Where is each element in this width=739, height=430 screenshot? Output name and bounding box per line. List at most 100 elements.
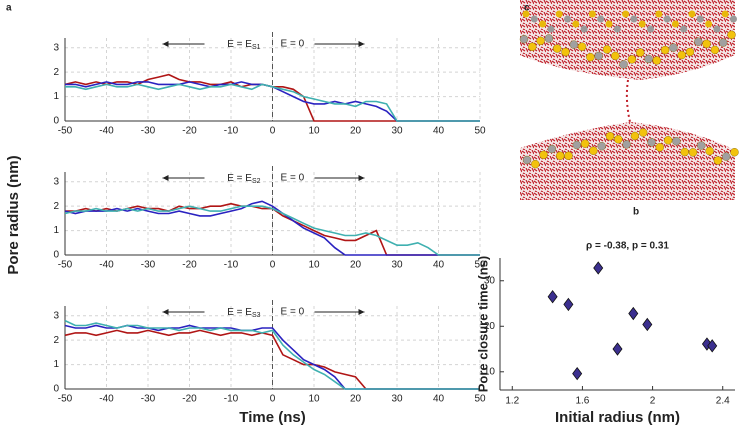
lipid-head <box>663 15 671 23</box>
lipid-head <box>680 147 689 157</box>
lipid-head <box>572 140 581 150</box>
point <box>593 261 604 275</box>
lipid-head <box>555 10 563 18</box>
annotation: E = ES3 <box>227 307 260 319</box>
lipid-head <box>580 139 590 148</box>
lipid-head <box>638 20 646 28</box>
lipid-head <box>730 148 739 157</box>
lipid-head <box>522 155 532 165</box>
x-tick-label: -20 <box>182 126 197 137</box>
lipid-head <box>589 146 598 155</box>
x-tick-label: -10 <box>224 394 239 405</box>
lipid-head <box>688 10 696 18</box>
annotation-subscript: S2 <box>252 178 261 185</box>
lipid-head <box>713 156 723 165</box>
arrowhead <box>162 175 169 181</box>
lipid-head <box>536 36 545 46</box>
lipid-head <box>710 45 720 55</box>
lipid-head <box>530 15 538 23</box>
lipid-head <box>580 25 588 33</box>
lipid-head <box>722 152 731 161</box>
lipid-head <box>680 25 688 33</box>
y-tick-label: 2 <box>53 67 59 78</box>
arrowhead <box>358 175 365 181</box>
x-tick-label: -40 <box>99 260 114 271</box>
series-line <box>64 200 480 256</box>
x-tick-label: 20 <box>350 260 362 271</box>
y-tick-label: 30 <box>484 275 496 286</box>
x-tick-label: -40 <box>99 126 114 137</box>
point <box>547 290 558 304</box>
lipid-head <box>685 47 695 57</box>
x-tick-label: 30 <box>391 260 403 271</box>
lipid-head <box>647 138 656 147</box>
lipid-head <box>597 15 605 23</box>
y-tick-label: 3 <box>53 176 59 187</box>
lipid-head <box>652 56 661 65</box>
lipid-head <box>663 136 673 145</box>
lipid-head <box>721 10 729 18</box>
y-tick-label: 3 <box>53 42 59 53</box>
lipid-head <box>705 146 714 156</box>
lipid-head <box>636 48 645 57</box>
lipid-head <box>522 10 530 18</box>
annotation: E = 0 <box>281 307 305 318</box>
y-tick-label: 2 <box>53 335 59 346</box>
lipid-head <box>539 150 548 160</box>
y-tick-label: 0 <box>53 250 59 261</box>
series-line <box>65 83 480 122</box>
y-tick-label: 3 <box>53 310 59 321</box>
panel-label: b <box>633 207 639 218</box>
panel-label: a <box>6 3 12 14</box>
point <box>572 366 583 381</box>
lipid-head <box>594 51 603 61</box>
x-tick-label: 30 <box>391 394 403 405</box>
x-tick-label: -20 <box>182 394 197 405</box>
y-tick-label: 10 <box>484 366 496 377</box>
lipid-head <box>613 25 621 33</box>
x-tick-label: 10 <box>308 394 320 405</box>
lipid-head <box>586 52 595 62</box>
lipid-head <box>611 51 620 61</box>
annotation: E = ES2 <box>227 173 260 185</box>
point <box>642 317 653 332</box>
lipid-head <box>602 45 612 54</box>
annotation: ρ = -0.38, p = 0.31 <box>586 241 669 252</box>
lipid-head <box>647 25 654 33</box>
arrowhead <box>358 41 365 47</box>
lipid-head <box>655 143 664 152</box>
lipid-head <box>719 38 728 47</box>
series-line <box>64 205 480 256</box>
water-wire <box>625 79 631 123</box>
lipid-head <box>605 132 615 141</box>
lipid-head <box>630 15 638 23</box>
lipid-head <box>702 39 711 49</box>
lipid-head <box>644 54 653 64</box>
point <box>628 306 639 321</box>
point <box>563 297 574 312</box>
lipid-head <box>660 45 670 55</box>
annotation-text: E = E <box>227 307 252 318</box>
x-axis-label: Time (ns) <box>239 409 305 426</box>
lipid-head <box>677 50 686 60</box>
panel-label: c <box>524 3 530 14</box>
lipid-head <box>539 20 547 28</box>
annotation: E = 0 <box>281 39 305 50</box>
x-tick-label: -30 <box>141 394 156 405</box>
lipid-head <box>622 10 630 18</box>
y-axis-label: Pore closure time (ns) <box>475 256 490 393</box>
lipid-head <box>614 135 623 144</box>
x-tick-label: -50 <box>58 126 73 137</box>
series-line <box>64 319 480 390</box>
x-tick-label: -20 <box>182 260 197 271</box>
x-tick-label: 30 <box>391 126 403 137</box>
lipid-head <box>569 40 578 49</box>
arrowhead <box>162 41 169 47</box>
annotation-text: E = E <box>227 39 252 50</box>
x-tick-label: 40 <box>433 260 445 271</box>
y-tick-label: 20 <box>484 321 496 332</box>
lipid-head <box>531 159 540 169</box>
y-tick-label: 2 <box>53 201 59 212</box>
x-tick-label: 2.4 <box>716 396 730 407</box>
